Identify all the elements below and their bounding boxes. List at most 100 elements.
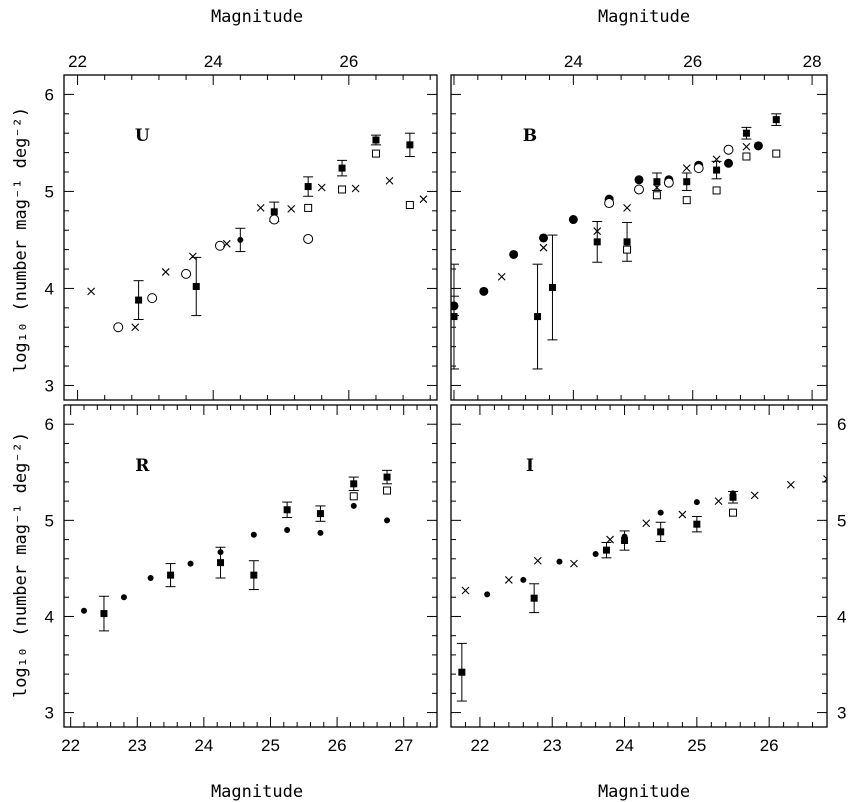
data-point-filled-circle — [724, 158, 734, 168]
data-point-filled-square — [192, 282, 200, 290]
data-point-open-square — [682, 196, 691, 205]
y-tick-label: 4 — [45, 279, 54, 298]
panel-b: 24 26 28 B — [450, 52, 828, 401]
data-point-cross — [712, 155, 721, 164]
data-point-filled-circle — [237, 236, 244, 243]
data-point-filled-circle — [451, 301, 459, 311]
data-point-filled-circle — [621, 533, 628, 540]
panel-i: 22 23 24 25 26 3 4 5 6 I — [450, 404, 846, 755]
data-point-open-square — [712, 186, 721, 195]
data-point-cross — [642, 519, 651, 528]
data-point-cross — [504, 576, 513, 584]
data-point-open-square — [349, 492, 358, 501]
data-point-cross — [131, 323, 140, 332]
x-tick-label: 24 — [204, 52, 223, 71]
data-point-filled-square — [548, 283, 556, 291]
data-point-cross — [823, 475, 827, 483]
data-point-cross — [570, 559, 578, 568]
x-tick-label: 23 — [128, 736, 147, 755]
data-point-cross — [714, 497, 723, 506]
data-point-open-square — [383, 486, 392, 495]
data-point-filled-square — [534, 313, 542, 321]
data-point-filled-square — [593, 238, 601, 246]
data-point-filled-circle — [592, 550, 599, 557]
data-point-open-square — [623, 245, 632, 254]
data-point-filled-square — [657, 528, 665, 536]
y-tick-label: 3 — [45, 704, 54, 723]
data-point-filled-square — [742, 129, 750, 137]
x-tick-label: 26 — [683, 52, 702, 71]
data-point-filled-square — [338, 164, 346, 172]
data-point-filled-square — [304, 183, 312, 191]
data-point-open-circle — [113, 322, 124, 333]
data-point-filled-circle — [730, 490, 736, 497]
data-point-filled-circle — [539, 233, 549, 243]
plot-frame — [63, 404, 438, 728]
data-point-cross — [623, 204, 631, 212]
data-point-cross — [678, 510, 687, 519]
data-point-cross — [317, 183, 326, 192]
data-point-filled-circle — [479, 286, 489, 296]
data-point-cross — [188, 252, 197, 261]
data-point-filled-circle — [187, 560, 194, 567]
data-point-filled-square — [372, 136, 380, 144]
x-tick-label: 23 — [543, 736, 562, 755]
data-point-filled-square — [451, 313, 458, 321]
y-tick-label: 4 — [45, 607, 54, 626]
data-layer — [80, 469, 393, 632]
data-point-filled-square — [135, 296, 143, 304]
data-point-open-circle — [303, 233, 314, 244]
bottom-left-xlabel: Magnitude — [211, 782, 303, 802]
data-point-filled-circle — [250, 531, 257, 538]
x-tick-label: 25 — [687, 736, 706, 755]
data-point-filled-square — [530, 594, 538, 602]
data-point-filled-square — [316, 510, 324, 518]
data-point-cross — [222, 239, 231, 248]
y-tick-label: 3 — [45, 376, 54, 395]
data-point-filled-square — [383, 473, 391, 481]
data-point-cross — [593, 227, 602, 236]
data-point-cross — [287, 204, 296, 213]
data-point-cross — [682, 164, 691, 173]
data-point-filled-square — [100, 610, 108, 618]
data-point-filled-square — [283, 506, 291, 514]
data-point-cross — [351, 184, 360, 193]
panel-label: B — [523, 126, 537, 146]
data-point-open-square — [338, 185, 347, 194]
y-tick-label: 5 — [45, 182, 54, 201]
data-point-cross — [87, 287, 96, 296]
panel-u: 22 24 26 3 4 5 6 U — [45, 52, 438, 401]
data-point-cross — [161, 268, 170, 276]
data-point-filled-square — [458, 668, 466, 676]
data-point-filled-circle — [520, 576, 527, 583]
panel-r: 22 23 24 25 26 27 3 4 5 6 R — [45, 404, 438, 755]
data-point-filled-square — [250, 571, 258, 579]
data-point-filled-square — [217, 559, 225, 567]
data-point-filled-circle — [284, 526, 291, 533]
data-point-filled-square — [602, 546, 610, 554]
y-tick-label: 5 — [45, 511, 54, 530]
data-point-filled-square — [406, 141, 414, 149]
data-point-cross — [533, 556, 542, 565]
data-point-filled-square — [693, 520, 701, 528]
x-tick-label: 22 — [61, 736, 80, 755]
data-point-filled-circle — [509, 249, 519, 259]
data-point-filled-square — [653, 178, 661, 186]
data-point-filled-square — [350, 480, 358, 488]
plot-frame — [63, 74, 438, 401]
y-tick-label: 4 — [837, 607, 846, 626]
data-point-filled-square — [713, 166, 721, 174]
data-point-cross — [606, 535, 614, 544]
data-point-open-square — [371, 149, 380, 158]
x-tick-label: 28 — [803, 52, 822, 71]
data-point-cross — [653, 183, 661, 192]
data-point-filled-square — [621, 537, 629, 545]
data-point-filled-square — [772, 116, 780, 124]
y-tick-label: 5 — [837, 511, 846, 530]
data-point-filled-circle — [80, 607, 87, 614]
data-point-cross — [419, 195, 428, 204]
bottom-right-xlabel: Magnitude — [598, 782, 690, 802]
x-tick-label: 22 — [470, 736, 489, 755]
data-point-open-circle — [663, 177, 674, 188]
